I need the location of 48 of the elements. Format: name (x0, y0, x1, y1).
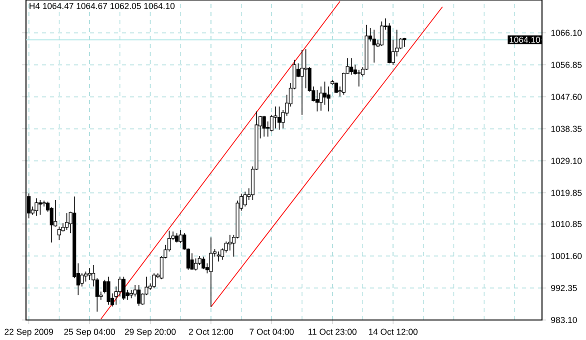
x-tick-label: 14 Oct 12:00 (368, 328, 418, 335)
y-tick-label: 1019.85 (551, 190, 582, 196)
candlestick (106, 276, 110, 306)
candlestick (216, 251, 220, 262)
y-tick-label: 1029.10 (551, 158, 582, 164)
candlestick (202, 256, 206, 270)
candlestick (57, 226, 61, 240)
candlestick (334, 82, 338, 94)
y-tick-label: 983.10 (551, 316, 577, 324)
y-tick-label: 1038.35 (551, 126, 582, 132)
x-tick-label: 29 Sep 20:00 (124, 328, 176, 337)
candlestick (372, 29, 376, 64)
y-tick-label: 1010.85 (551, 220, 582, 228)
candlestick (34, 198, 38, 216)
y-tick-label: 1066.10 (551, 30, 582, 36)
candlestick (380, 21, 384, 46)
candlestick (190, 252, 194, 270)
candlestick (262, 115, 266, 138)
candlestick (38, 200, 42, 216)
x-tick-label: 7 Oct 04:00 (250, 328, 294, 335)
x-tick-label: 2 Oct 12:00 (189, 328, 234, 335)
candlestick (175, 232, 179, 243)
candlestick (122, 276, 126, 300)
candlestick (152, 272, 156, 289)
x-tick-label: 25 Sep 04:00 (64, 328, 115, 337)
y-tick-label: 992.35 (551, 284, 577, 292)
chart-title: H4 1064.47 1064.67 1062.05 1064.10 (30, 2, 175, 10)
candlestick (274, 106, 278, 129)
candlestick (326, 86, 330, 112)
candlestick (65, 212, 69, 230)
candlestick (194, 258, 198, 271)
candlestick (300, 49, 304, 116)
candlestick (137, 284, 141, 306)
y-tick-label: 1047.60 (551, 94, 582, 100)
x-tick-label: 22 Sep 2009 (4, 328, 53, 337)
y-tick-label: 1056.85 (551, 62, 582, 68)
candlestick (243, 191, 247, 207)
x-tick-label: 11 Oct 23:00 (308, 328, 357, 335)
candlestick (315, 90, 319, 112)
ref-line-label: 1064.10 (510, 36, 540, 43)
candlestick (88, 268, 92, 280)
candlestick (277, 106, 282, 130)
y-tick-label: 1001.60 (551, 252, 582, 260)
candlestick (304, 48, 308, 89)
candlestick (350, 58, 354, 76)
candlestick (80, 272, 84, 287)
candlestick (209, 236, 213, 308)
candlestick (42, 200, 46, 207)
